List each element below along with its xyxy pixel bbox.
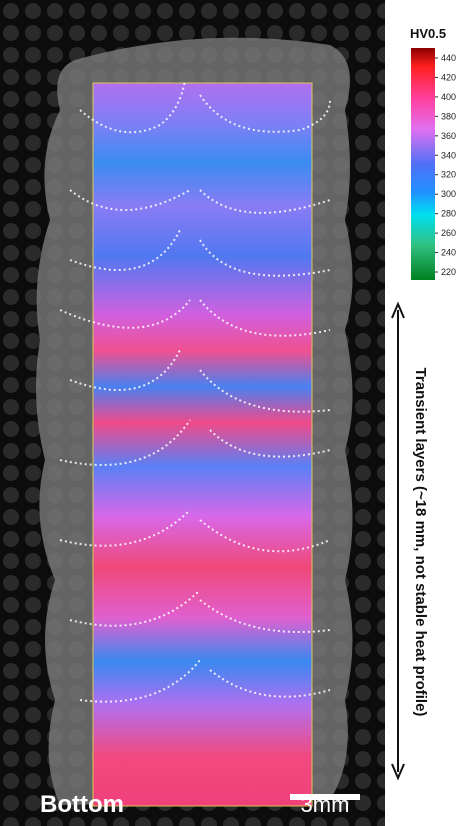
arrow-heads xyxy=(391,301,405,781)
colorbar-tick-label: 420 xyxy=(441,72,456,82)
colorbar-tick-label: 360 xyxy=(441,131,456,141)
colorbar-tick-label: 280 xyxy=(441,209,456,219)
side-label: Transient layers (~18 mm, not stable hea… xyxy=(412,368,429,717)
colorbar-tick-label: 440 xyxy=(441,53,456,63)
colorbar-tick-label: 320 xyxy=(441,170,456,180)
hardness-map xyxy=(92,82,313,807)
colorbar-tick-label: 300 xyxy=(441,189,456,199)
colorbar-tick-label: 380 xyxy=(441,111,456,121)
scale-bar-label: 3mm xyxy=(301,792,350,817)
colorbar-tick-label: 340 xyxy=(441,150,456,160)
colorbar-tick-label: 260 xyxy=(441,228,456,238)
corner-label: Bottom xyxy=(40,791,124,818)
colorbar-tick-label: 240 xyxy=(441,248,456,258)
scale-bar xyxy=(290,794,360,800)
colorbar xyxy=(411,48,435,280)
colorbar-tick-label: 400 xyxy=(441,92,456,102)
colorbar-tick-label: 220 xyxy=(441,267,456,277)
melt-pool-boundaries xyxy=(59,79,331,703)
colorbar-title: HV0.5 xyxy=(410,26,446,41)
